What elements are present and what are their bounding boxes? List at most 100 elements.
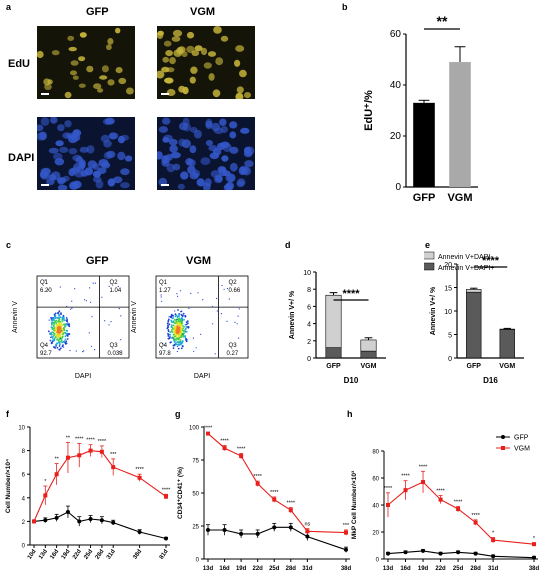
event-dot (68, 325, 71, 328)
cell-nucleus (182, 86, 189, 95)
event-dot (54, 317, 57, 320)
event-dot (51, 342, 53, 345)
event-dot (181, 340, 184, 342)
cell-nucleus (107, 79, 115, 86)
event-dot (180, 317, 183, 319)
significance-marker: **** (204, 425, 213, 431)
cell-nucleus (203, 62, 212, 69)
cell-nucleus (97, 88, 104, 93)
cell-nucleus (212, 89, 221, 98)
significance-marker: *** (343, 523, 350, 529)
event-dot (180, 311, 182, 313)
event-dot (65, 317, 68, 319)
event-dot (183, 326, 186, 328)
cell-nucleus (117, 151, 126, 161)
event-dot (173, 340, 176, 343)
event-dot (193, 350, 195, 352)
event-dot (228, 298, 230, 300)
event-dot (61, 341, 64, 344)
bar-segment (466, 291, 482, 359)
flow-title-vgm: VGM (186, 255, 212, 267)
cell-nucleus (212, 147, 222, 156)
bar-segment (325, 347, 342, 359)
cell-nucleus (87, 160, 97, 169)
event-dot (65, 340, 68, 343)
x-category-label: VGM (499, 363, 515, 370)
event-dot (172, 338, 175, 341)
panel-letter-b: b (342, 2, 348, 12)
series-line-gfp (33, 511, 167, 540)
x-tick-label: 22d (435, 566, 446, 572)
event-dot (216, 297, 218, 300)
event-dot (160, 294, 162, 296)
event-dot (175, 322, 177, 324)
event-dot (54, 313, 56, 315)
cell-nucleus (207, 51, 217, 57)
event-dot (185, 340, 188, 343)
quadrant-q3-value: 0.27 (227, 351, 239, 357)
cell-nucleus (59, 146, 69, 153)
data-point (255, 481, 260, 486)
panel-letter-g: g (175, 409, 181, 419)
chart-e-annexin-d16: 0 5 10 15 20 GFP VGM **** Annevin V+/ % D16 Annevi… (424, 251, 524, 385)
data-point (438, 497, 443, 502)
cell-nucleus (86, 65, 94, 73)
cell-nucleus (166, 163, 176, 173)
event-dot (89, 287, 91, 289)
event-dot (75, 350, 77, 352)
quadrant-q3-value: 0.038 (108, 351, 124, 357)
event-dot (84, 299, 86, 301)
cell-nucleus (72, 75, 79, 80)
y-tick-label: 0 (395, 182, 401, 193)
y-tick-label: 10 (18, 426, 25, 432)
legend-label: Annevin V+DAPI+ (438, 265, 494, 272)
cell-nucleus (157, 70, 165, 79)
event-dot (174, 342, 177, 345)
y-axis-label: MkP Cell Number/×10³ (351, 470, 358, 539)
cell-nucleus (172, 29, 183, 37)
cell-nucleus (62, 175, 70, 182)
quadrant-name: Q4 (159, 343, 168, 349)
bar (413, 102, 435, 187)
event-dot (59, 331, 61, 334)
event-dot (216, 310, 218, 312)
event-dot (167, 335, 170, 337)
panel-letter-h: h (347, 409, 353, 419)
event-dot (62, 330, 64, 333)
data-point (239, 454, 244, 459)
data-point (137, 530, 142, 535)
event-dot (55, 336, 57, 339)
event-dot (180, 342, 183, 345)
event-dot (53, 329, 55, 332)
quadrant-name: Q3 (229, 343, 238, 349)
event-dot (59, 338, 61, 340)
event-dot (118, 308, 120, 310)
y-tick-label: 40 (390, 80, 402, 91)
y-tick-label: 6 (22, 473, 26, 479)
event-dot (169, 334, 172, 336)
significance-marker: **** (482, 255, 500, 267)
legend-label: GFP (514, 435, 529, 442)
event-dot (214, 353, 216, 355)
event-dot (118, 351, 120, 353)
event-dot (58, 318, 61, 321)
event-dot (59, 327, 62, 330)
scale-bar (161, 93, 169, 95)
event-dot (167, 337, 170, 340)
significance-marker: **** (162, 487, 171, 493)
event-dot (177, 318, 180, 321)
event-dot (71, 307, 73, 309)
event-dot (50, 324, 53, 326)
micrograph-dapi-gfp (37, 117, 135, 190)
cell-nucleus (92, 170, 101, 178)
event-dot (59, 343, 61, 346)
col-label-vgm: VGM (190, 6, 216, 18)
event-dot (62, 329, 64, 332)
y-tick-label: 100 (189, 426, 200, 432)
cell-nucleus (101, 162, 111, 169)
cell-nucleus (37, 50, 44, 59)
cell-nucleus (229, 121, 238, 129)
event-dot (50, 336, 52, 338)
bar (449, 62, 471, 187)
flow-ylabel: Annevin V (131, 301, 138, 333)
